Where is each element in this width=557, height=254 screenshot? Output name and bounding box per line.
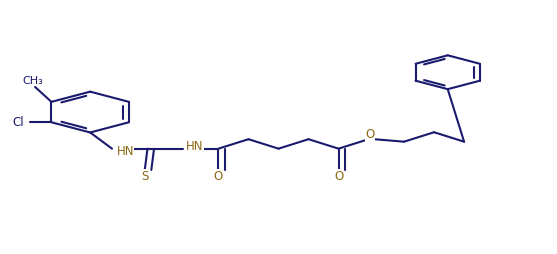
Text: Cl: Cl — [13, 116, 25, 129]
Text: HN: HN — [116, 145, 134, 158]
Text: O: O — [334, 169, 343, 183]
Text: S: S — [141, 169, 149, 183]
Text: O: O — [214, 169, 223, 183]
Text: CH₃: CH₃ — [22, 76, 43, 86]
Text: HN: HN — [186, 140, 204, 153]
Text: O: O — [365, 128, 375, 141]
